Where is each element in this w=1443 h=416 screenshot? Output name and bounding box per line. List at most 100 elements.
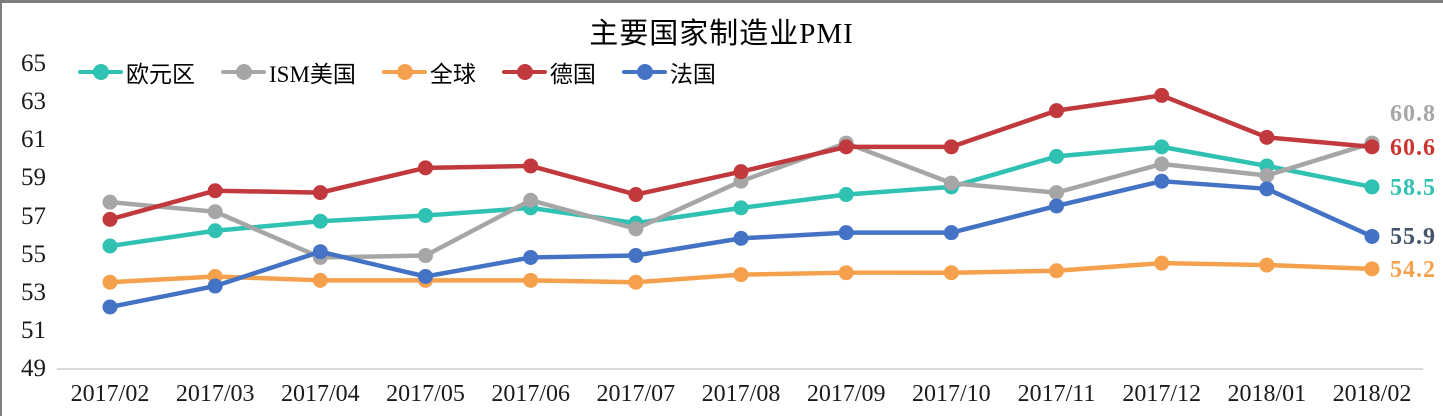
data-point-germany [1049, 103, 1065, 119]
data-point-france [523, 249, 539, 265]
legend-label-germany: 德国 [549, 62, 596, 87]
data-point-germany [102, 211, 118, 227]
legend-line-dot-icon [621, 57, 667, 87]
data-point-france [943, 225, 959, 241]
chart-title: 主要国家制造业PMI [589, 18, 854, 50]
x-tick-label: 2017/04 [280, 381, 360, 407]
data-point-ism-us [418, 248, 434, 264]
legend-label-ism-us: ISM美国 [269, 62, 356, 87]
data-point-global [1259, 257, 1275, 273]
data-point-france [418, 269, 434, 284]
legend-item-global: 全球 [381, 57, 476, 87]
legend-line-dot-icon [501, 57, 547, 87]
data-point-ism-us [943, 175, 959, 191]
x-tick-label: 2017/02 [70, 381, 150, 407]
data-point-eurozone [312, 213, 328, 229]
legend-label-france: 法国 [669, 62, 716, 87]
y-tick-label: 51 [21, 316, 46, 344]
data-point-germany [838, 139, 854, 155]
data-point-germany [523, 158, 539, 174]
data-point-france [628, 248, 644, 264]
data-point-global [838, 265, 854, 281]
x-tick-label: 2017/06 [491, 381, 570, 407]
window-border-left [0, 0, 2, 416]
end-label-eurozone: 58.5 [1390, 174, 1436, 201]
y-tick-label: 57 [21, 202, 46, 230]
data-point-france [1154, 173, 1170, 189]
y-tick-label: 63 [21, 88, 46, 116]
data-point-eurozone [1364, 179, 1380, 195]
data-point-eurozone [733, 200, 749, 216]
y-tick-label: 55 [21, 240, 46, 268]
legend-item-ism-us: ISM美国 [221, 57, 356, 87]
data-point-eurozone [207, 223, 223, 239]
x-tick-label: 2018/02 [1332, 381, 1412, 407]
data-point-global [102, 274, 118, 290]
data-point-germany [733, 164, 749, 180]
data-point-ism-us [1259, 167, 1275, 183]
legend-item-france: 法国 [621, 57, 716, 87]
data-point-eurozone [102, 238, 118, 254]
x-tick-label: 2017/09 [806, 381, 886, 407]
data-point-germany [207, 183, 223, 199]
x-tick-label: 2017/12 [1122, 381, 1201, 407]
data-point-france [1049, 198, 1065, 214]
x-tick-label: 2017/10 [911, 381, 991, 407]
data-point-germany [312, 185, 328, 201]
data-point-ism-us [102, 194, 118, 210]
series-ism-us [102, 135, 1380, 265]
data-point-global [1154, 255, 1170, 271]
x-axis-line [57, 368, 1423, 370]
data-point-ism-us [628, 221, 644, 237]
legend-item-eurozone: 欧元区 [78, 57, 195, 87]
data-point-global [1364, 261, 1380, 277]
data-point-france [1259, 181, 1275, 197]
end-label-france: 55.9 [1390, 224, 1436, 251]
y-tick-label: 65 [21, 50, 46, 77]
data-point-france [838, 225, 854, 241]
data-point-global [523, 272, 539, 288]
legend-line-dot-icon [381, 57, 427, 87]
data-point-germany [943, 139, 959, 155]
data-point-global [628, 274, 644, 290]
end-label-ism-us: 60.8 [1390, 101, 1436, 128]
data-point-global [943, 265, 959, 281]
data-point-eurozone [1154, 139, 1170, 155]
data-point-ism-us [523, 192, 539, 208]
data-point-ism-us [207, 204, 223, 220]
y-tick-label: 53 [21, 278, 46, 306]
legend-line-dot-icon [221, 57, 266, 87]
data-point-france [102, 299, 118, 315]
chart-legend: 欧元区 ISM美国 全球 德国 法国 [78, 57, 716, 87]
x-tick-label: 2018/01 [1227, 381, 1307, 407]
x-tick-label: 2017/11 [1017, 381, 1096, 407]
legend-line-dot-icon [78, 57, 123, 87]
data-point-germany [628, 187, 644, 203]
x-tick-label: 2017/07 [596, 381, 676, 407]
data-point-germany [1259, 129, 1275, 145]
series-france [102, 173, 1380, 315]
data-point-ism-us [1049, 185, 1065, 201]
data-point-eurozone [418, 208, 434, 223]
data-point-germany [1364, 139, 1380, 155]
y-tick-label: 61 [21, 126, 46, 154]
data-point-global [312, 272, 328, 288]
x-tick-label: 2017/08 [701, 381, 781, 407]
y-tick-label: 59 [21, 164, 46, 192]
series-germany [102, 87, 1380, 227]
data-point-france [733, 230, 749, 246]
data-point-eurozone [838, 187, 854, 203]
data-point-france [1364, 228, 1380, 244]
legend-label-global: 全球 [429, 62, 476, 87]
x-tick-label: 2017/05 [386, 381, 465, 407]
data-point-ism-us [1154, 156, 1170, 172]
end-label-germany: 60.6 [1390, 134, 1436, 161]
data-point-germany [1154, 87, 1170, 103]
window-border-top [0, 0, 1443, 3]
data-point-france [312, 244, 328, 260]
legend-item-germany: 德国 [501, 57, 596, 87]
data-point-germany [418, 160, 434, 176]
data-point-france [207, 278, 223, 294]
